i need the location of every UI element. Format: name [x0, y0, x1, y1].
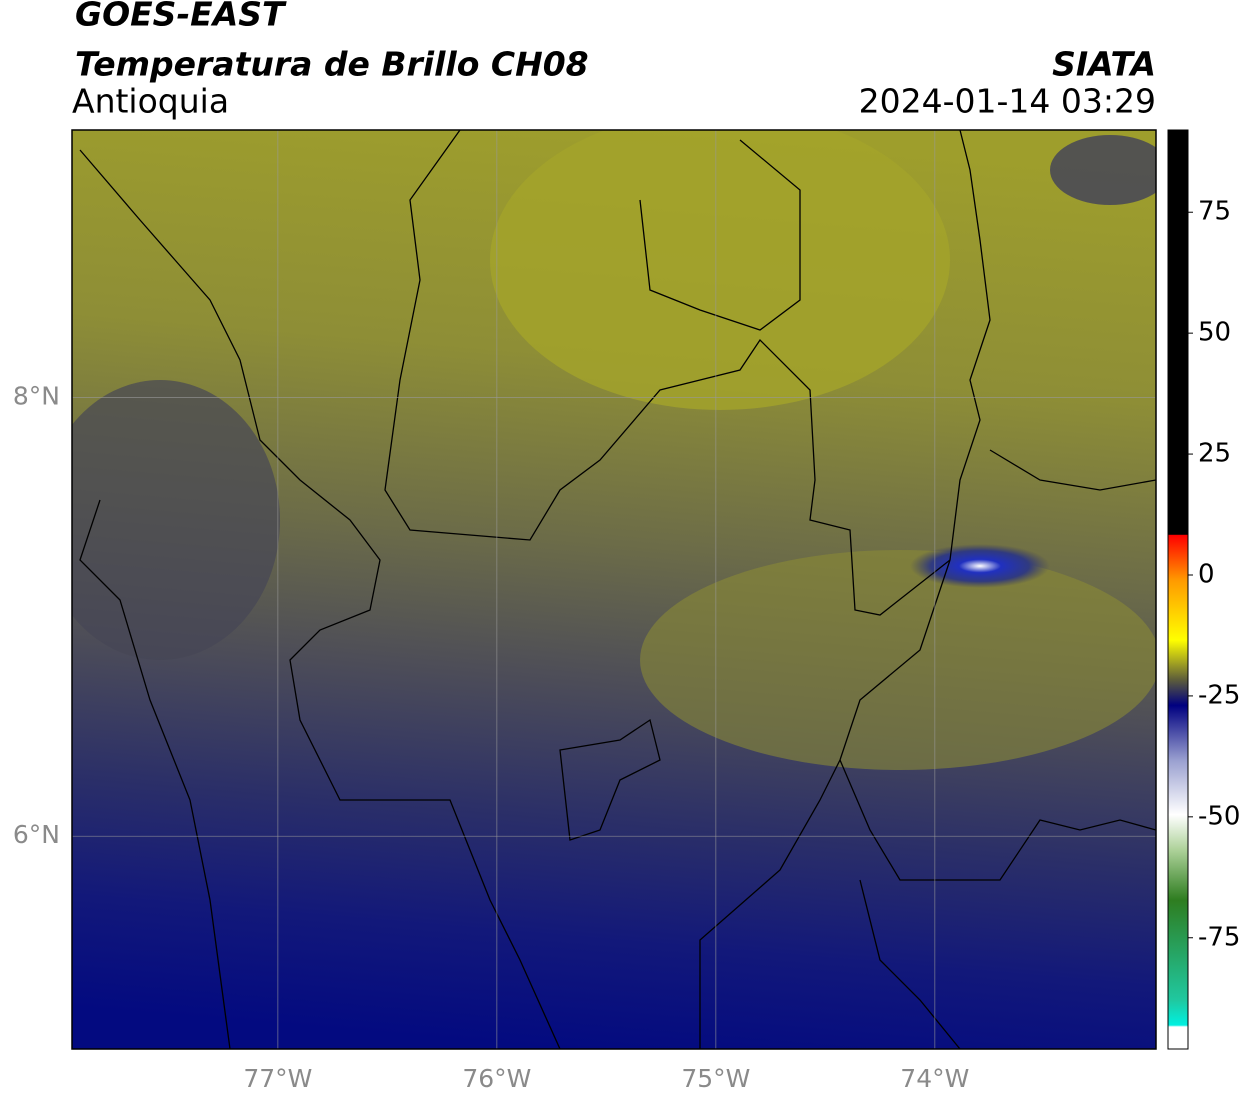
cold-spot [910, 544, 1050, 588]
satellite: GOES-EAST [75, 0, 287, 34]
map-frame [71, 129, 1157, 1050]
x-tick-label: 76°W [462, 1064, 531, 1093]
field-patch [490, 130, 950, 410]
colorbar-tick-label: 25 [1198, 439, 1231, 469]
colorbar-tick-label: 75 [1198, 197, 1231, 227]
grid [72, 130, 1156, 1049]
colorbar-tick-label: -50 [1198, 801, 1240, 831]
colorbar-tick-label: -25 [1198, 680, 1240, 710]
agency: SIATA [1052, 45, 1156, 84]
map [72, 130, 1156, 1049]
colorbar [1167, 129, 1189, 1050]
x-tick-label: 77°W [243, 1064, 312, 1093]
field-patch [72, 380, 280, 660]
product: Temperatura de Brillo CH08 [75, 45, 589, 84]
y-tick-label: 8°N [13, 382, 60, 411]
x-tick-label: 75°W [681, 1064, 750, 1093]
colorbar-tick-label: 50 [1198, 318, 1231, 348]
y-tick-label: 6°N [13, 820, 60, 849]
borders [79, 130, 1156, 1049]
region: Antioquia [72, 82, 229, 121]
colorbar-tick-label: -75 [1198, 922, 1240, 952]
field-patch [640, 550, 1156, 770]
colorbar-tick-label: 0 [1198, 559, 1215, 589]
datetime: 2024-01-14 03:29 [859, 82, 1156, 121]
field-patch [1050, 135, 1156, 205]
x-tick-label: 74°W [900, 1064, 969, 1093]
